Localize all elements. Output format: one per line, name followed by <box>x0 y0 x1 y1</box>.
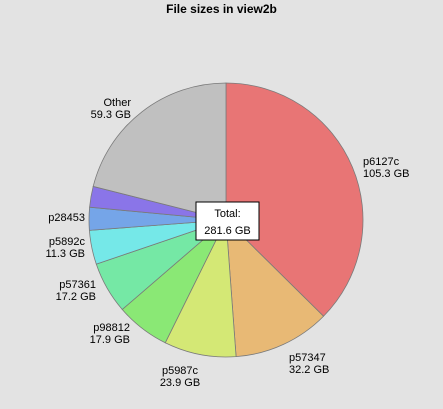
chart-title: File sizes in view2b <box>166 2 277 16</box>
total-tooltip: Total: 281.6 GB <box>195 201 260 241</box>
slice-value-label: 11.3 GB <box>45 248 85 260</box>
slice-value-label: 32.2 GB <box>289 364 329 376</box>
pie-slice-p57347[interactable] <box>225 218 325 358</box>
slice-name-label: p57347 <box>289 352 326 364</box>
slice-value-label: 59.3 GB <box>91 109 131 121</box>
tooltip-value: 281.6 GB <box>204 225 250 237</box>
slice-value-label: 105.3 GB <box>363 168 409 180</box>
tooltip-title: Total: <box>214 208 240 220</box>
slice-name-label: p5987c <box>162 365 199 377</box>
slice-value-label: 17.9 GB <box>90 334 130 346</box>
slice-name-label: p98812 <box>93 322 130 334</box>
slice-name-label: p28453 <box>48 212 85 224</box>
slice-name-label: p5892c <box>49 236 86 248</box>
tooltip-box <box>195 201 260 241</box>
pie-slice-p6127c[interactable] <box>225 82 364 317</box>
slice-name-label: p57361 <box>59 279 96 291</box>
slice-name-label: Other <box>103 97 131 109</box>
slice-name-label: p6127c <box>363 156 400 168</box>
slice-value-label: 23.9 GB <box>160 377 200 389</box>
pie-slice-other[interactable] <box>92 82 227 221</box>
slice-value-label: 17.2 GB <box>56 291 96 303</box>
